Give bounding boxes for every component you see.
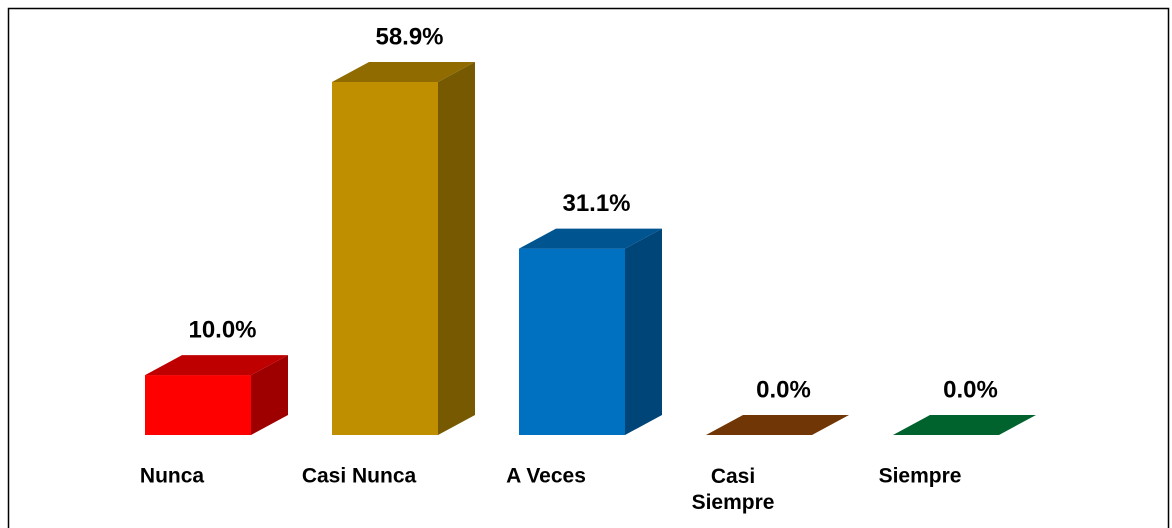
value-label: 31.1% <box>562 190 630 217</box>
bar-top <box>706 415 849 435</box>
chart-border <box>7 7 1170 528</box>
x-tick-label: Casi Nunca <box>302 465 417 488</box>
x-tick-label: Casi Siempre <box>692 465 775 514</box>
bar-top <box>332 62 475 82</box>
value-label: 10.0% <box>188 316 256 343</box>
bar <box>519 228 662 435</box>
bar-side <box>438 62 475 435</box>
bar <box>145 355 288 435</box>
value-label: 0.0% <box>943 376 998 403</box>
value-label: 58.9% <box>375 23 443 50</box>
bar-side <box>625 228 662 435</box>
bar <box>893 415 1036 435</box>
value-label: 0.0% <box>756 376 811 403</box>
bar <box>332 62 475 435</box>
bar <box>706 415 849 435</box>
bar-top <box>145 355 288 376</box>
bar-front <box>145 375 251 435</box>
bar-front <box>519 248 625 435</box>
bar-top <box>519 228 662 249</box>
x-tick-label: A Veces <box>506 465 586 488</box>
x-tick-label: Siempre <box>879 465 962 488</box>
x-tick-label: Nunca <box>140 465 205 488</box>
bar-top <box>893 415 1036 435</box>
bar-front <box>332 82 438 435</box>
bar-side <box>251 355 288 435</box>
